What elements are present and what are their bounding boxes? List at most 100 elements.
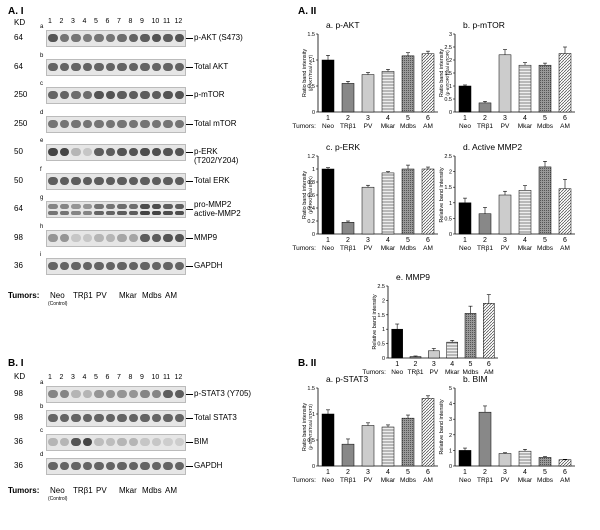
blot-label: Total ERK <box>194 175 230 185</box>
lane-number: 4 <box>82 374 87 381</box>
x-index-label: 5 <box>406 237 410 244</box>
lane-number: 12 <box>174 18 183 25</box>
band <box>105 438 115 446</box>
y-tick-label: 0.5 <box>444 97 452 103</box>
band <box>105 204 115 209</box>
band <box>128 176 138 185</box>
band <box>105 148 115 156</box>
x-category-label: PV <box>364 123 373 130</box>
bar <box>409 356 422 359</box>
lane-number: 11 <box>163 18 171 25</box>
band <box>151 62 161 71</box>
kd-marker: 64 <box>14 204 23 213</box>
tumor-name: PV <box>96 486 107 495</box>
blot-arrow <box>186 442 193 443</box>
band <box>151 34 161 42</box>
x-index-label: 5 <box>406 115 410 122</box>
band <box>163 91 173 99</box>
blot-label: GAPDH <box>194 261 223 270</box>
band <box>163 262 173 270</box>
band <box>82 462 92 470</box>
x-index-label: 5 <box>406 469 410 476</box>
blot-letter: b <box>40 404 44 410</box>
x-index-label: 1 <box>395 361 399 368</box>
band <box>48 414 58 422</box>
band <box>140 91 150 99</box>
chart-b-pmtor: b. p-mTOR Ratio band intensity (p-mTOR/Tot… <box>439 20 575 130</box>
band <box>71 119 81 128</box>
y-tick-label: 2.5 <box>444 154 452 160</box>
band <box>71 462 81 470</box>
band <box>117 148 127 156</box>
band <box>59 34 69 42</box>
x-category-label: AM <box>560 245 570 252</box>
y-tick-label: 0.5 <box>307 438 315 444</box>
blot-label: p-mTOR <box>194 90 225 99</box>
band <box>94 148 104 156</box>
bar <box>558 53 572 113</box>
tumor-name: TRβ1 <box>73 486 93 495</box>
tumor-name: Mkar <box>119 290 137 300</box>
blot-strip <box>46 201 186 218</box>
bar <box>381 426 395 467</box>
y-axis-label-2: (p-STAT3/Total STAT3) <box>308 404 313 450</box>
y-tick-label: 1 <box>449 448 452 454</box>
y-tick-label: 1.5 <box>307 386 315 392</box>
band <box>151 91 161 99</box>
band <box>174 204 184 209</box>
x-category-label: TRβ1 <box>340 123 356 130</box>
blot-letter: d <box>40 109 44 116</box>
blot-label: Total STAT3 <box>194 413 237 422</box>
bar <box>458 450 472 467</box>
y-tick-label: 2.5 <box>444 45 452 51</box>
band <box>94 34 104 42</box>
x-index-label: 6 <box>426 469 430 476</box>
control-note: (Control) <box>48 496 68 502</box>
blot-strip <box>46 386 186 403</box>
lane-number: 7 <box>117 18 121 25</box>
x-category-label: Mdbs <box>537 245 554 252</box>
tumors-axis-label: Tumors: <box>292 123 316 130</box>
band <box>94 204 104 209</box>
x-category-label: PV <box>501 477 510 484</box>
bar <box>341 83 355 113</box>
x-category-label: PV <box>364 245 373 252</box>
y-tick-label: 0.5 <box>307 84 315 90</box>
band <box>105 119 115 128</box>
band <box>59 233 69 242</box>
control-note: (Control) <box>48 300 68 307</box>
bar <box>361 186 375 235</box>
y-tick-label: 1 <box>312 167 315 173</box>
band <box>117 91 127 99</box>
y-tick-label: 4 <box>449 402 452 408</box>
y-tick-label: 2.5 <box>377 284 385 290</box>
blot-label: p-ERK <box>194 147 218 156</box>
x-index-label: 3 <box>366 115 370 122</box>
lane-number: 11 <box>163 374 171 381</box>
kd-marker: 64 <box>14 61 23 71</box>
band <box>117 119 127 128</box>
band <box>151 176 161 185</box>
x-category-label: Mdbs <box>400 123 417 130</box>
chart-e-mmp9: e. MMP9 Relative band intensity 0 0.5 1 1.5 2 2… <box>362 272 498 376</box>
band <box>71 390 81 398</box>
band <box>59 438 69 446</box>
band <box>94 262 104 270</box>
band <box>48 62 58 71</box>
band-lower <box>140 211 150 215</box>
y-tick-label: 0.8 <box>307 180 315 186</box>
band-lower <box>174 211 184 215</box>
blot-label-2: active-MMP2 <box>194 209 241 218</box>
chart-a-pakt: a. p-AKT Ratio band intensity (p-AKT/Total… <box>292 20 438 130</box>
bar <box>558 459 572 467</box>
band <box>174 414 184 422</box>
blot-letter: f <box>40 166 42 173</box>
blot-strip <box>46 87 186 104</box>
band <box>117 34 127 42</box>
x-index-label: 5 <box>543 469 547 476</box>
bar <box>361 425 375 467</box>
kd-marker: 64 <box>14 33 23 42</box>
y-tick-label: 1.2 <box>307 154 315 160</box>
y-axis-label: Relative band intensity <box>439 167 445 223</box>
y-tick-label: 0.5 <box>377 342 385 348</box>
